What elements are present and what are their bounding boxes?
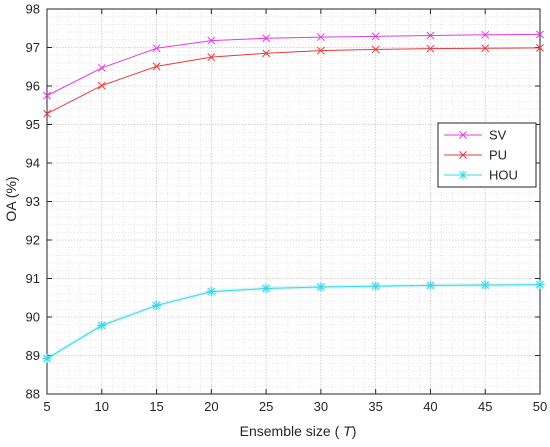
series-layer — [42, 30, 545, 364]
data-point-hou — [261, 284, 271, 293]
y-tick-label: 88 — [26, 387, 40, 402]
data-point-hou — [480, 280, 490, 290]
legend-label: SV — [489, 128, 507, 143]
y-tick-label: 95 — [26, 117, 40, 132]
series-line-glow-hou — [45, 282, 541, 361]
data-point-sv — [481, 30, 490, 39]
x-tick-label: 45 — [478, 399, 492, 414]
series-line-hou — [46, 284, 541, 360]
x-tick-label: 50 — [533, 399, 547, 414]
data-point-sv — [43, 91, 51, 100]
data-point-hou — [42, 354, 52, 363]
marker-stroke — [481, 30, 490, 39]
marker-stroke — [481, 44, 490, 53]
y-tick-label: 91 — [26, 271, 40, 286]
data-point-sv — [97, 63, 106, 72]
x-tick-label: 15 — [149, 399, 163, 414]
y-tick-label: 94 — [26, 156, 40, 171]
legend-marker — [459, 151, 467, 159]
data-point-pu — [207, 53, 216, 62]
marker-stroke — [207, 53, 216, 62]
y-tick-label: 93 — [26, 194, 40, 209]
series-line-pu — [46, 47, 541, 115]
data-point-hou — [97, 321, 107, 330]
marker-stroke — [316, 33, 325, 42]
legend-label: HOU — [489, 168, 518, 183]
data-point-hou — [206, 287, 216, 296]
grid-layer — [46, 8, 541, 395]
marker-stroke — [152, 44, 161, 53]
data-point-sv — [262, 34, 271, 43]
x-tick-label: 25 — [259, 399, 273, 414]
y-tick-label: 98 — [26, 2, 40, 17]
legend-entry-pu: PU — [444, 148, 507, 163]
data-point-hou — [152, 301, 161, 310]
data-point-pu — [316, 46, 325, 55]
data-point-pu — [536, 43, 544, 52]
y-tick-label: 90 — [26, 310, 40, 325]
marker-stroke — [316, 46, 325, 55]
y-tick-label: 97 — [26, 40, 40, 55]
data-point-pu — [426, 44, 435, 53]
data-point-sv — [152, 44, 161, 53]
marker-stroke — [459, 131, 467, 139]
marker-stroke — [152, 62, 161, 71]
legend-marker — [458, 170, 468, 180]
y-tick-label: 96 — [26, 79, 40, 94]
data-point-hou — [535, 280, 545, 290]
x-tick-label: 10 — [95, 399, 109, 414]
data-point-sv — [316, 33, 325, 42]
data-point-pu — [97, 81, 106, 90]
marker-stroke — [371, 32, 380, 41]
x-tick-label: 20 — [204, 399, 218, 414]
axes-layer: 5 10 15 20 25 30 35 40 45 50 88 89 90 91 92 93 94 95 96 97 9… — [26, 2, 548, 415]
marker-stroke — [262, 34, 271, 43]
marker-stroke — [426, 31, 435, 40]
marker-stroke — [207, 36, 216, 45]
data-point-sv — [536, 30, 544, 39]
x-tick-label: 35 — [368, 399, 382, 414]
marker-stroke — [536, 43, 544, 52]
x-tick-label: 40 — [423, 399, 437, 414]
x-tick-label: 30 — [314, 399, 328, 414]
data-point-sv — [207, 36, 216, 45]
data-point-pu — [371, 45, 380, 54]
y-tick-label: 92 — [26, 233, 40, 248]
x-axis-label-variable: T — [343, 423, 353, 439]
data-point-pu — [152, 62, 161, 71]
data-point-pu — [481, 44, 490, 53]
marker-stroke — [371, 45, 380, 54]
x-axis-label-suffix: ) — [352, 423, 357, 439]
data-point-hou — [426, 281, 435, 290]
legend-label: PU — [489, 148, 507, 163]
y-axis-label: OA (%) — [3, 176, 19, 221]
data-point-sv — [426, 31, 435, 40]
data-point-hou — [316, 282, 326, 292]
data-point-pu — [262, 49, 271, 58]
data-point-pu — [43, 109, 51, 118]
data-point-hou — [371, 281, 381, 291]
x-axis-label-text: Ensemble size ( — [240, 423, 343, 439]
marker-stroke — [536, 30, 544, 39]
marker-stroke — [97, 63, 106, 72]
marker-stroke — [426, 44, 435, 53]
legend-entry-hou: HOU — [444, 168, 518, 183]
marker-stroke — [97, 81, 106, 90]
marker-stroke — [262, 49, 271, 58]
legend-marker — [459, 131, 467, 139]
legend-entry-sv: SV — [444, 128, 507, 143]
marker-stroke — [43, 91, 51, 100]
marker-stroke — [43, 109, 51, 118]
marker-stroke — [459, 151, 467, 159]
y-tick-label: 89 — [26, 348, 40, 363]
data-point-sv — [371, 32, 380, 41]
x-tick-label: 5 — [43, 399, 50, 414]
x-axis-label: Ensemble size ( T) — [240, 423, 357, 439]
legend: SV PU HOU — [437, 122, 537, 188]
series-line-sv — [46, 33, 541, 97]
